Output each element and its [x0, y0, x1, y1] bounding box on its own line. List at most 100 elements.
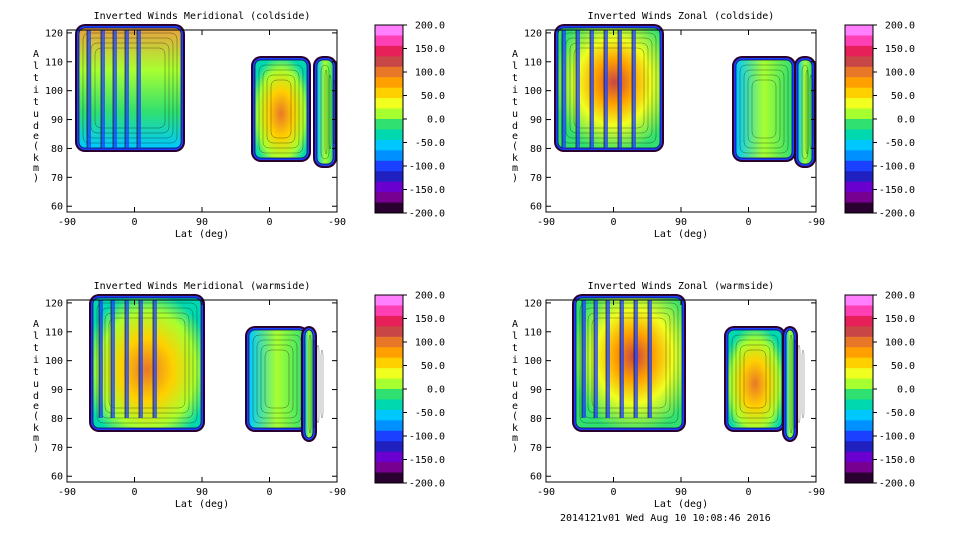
x-tick-label: -90: [537, 217, 555, 228]
colorbar-label: -200.0: [409, 209, 445, 220]
contour-line: [735, 339, 775, 419]
panel-title: Inverted Winds Zonal (warmside): [588, 281, 775, 292]
colorbar-segment: [375, 441, 403, 453]
y-tick-label: 100: [524, 86, 542, 97]
y-tick-label: 110: [524, 57, 542, 68]
colorbar-segment: [375, 409, 403, 421]
y-axis-label-letter: t: [33, 367, 39, 378]
y-axis-label-letter: ): [33, 443, 39, 454]
colorbar-label: -200.0: [879, 209, 915, 220]
y-axis-label-letter: u: [33, 379, 39, 390]
contour-stripe: [125, 30, 129, 148]
colorbar-label: -100.0: [879, 432, 915, 443]
y-tick-label: 60: [51, 472, 63, 483]
y-axis-label-letter: u: [512, 109, 518, 120]
x-tick-label: 90: [675, 217, 687, 228]
colorbar-segment: [845, 295, 873, 306]
y-tick-label: 120: [45, 28, 63, 39]
y-axis-label-letter: d: [512, 121, 518, 132]
x-tick-label: 0: [266, 487, 272, 498]
y-tick-label: 90: [530, 385, 542, 396]
contour-line: [104, 312, 190, 414]
colorbar-label: 100.0: [415, 338, 445, 349]
y-tick-label: 120: [524, 28, 542, 39]
contour-line: [258, 64, 304, 154]
y-tick-label: 110: [45, 57, 63, 68]
y-tick-label: 110: [45, 327, 63, 338]
y-tick-label: 110: [524, 327, 542, 338]
contour-region: [254, 59, 308, 159]
colorbar-segment: [845, 305, 873, 317]
colorbar-segment: [375, 77, 403, 89]
colorbar-label: -100.0: [879, 162, 915, 173]
y-axis-label-letter: l: [512, 331, 518, 342]
panel-title: Inverted Winds Meridional (warmside): [94, 281, 311, 292]
colorbar-label: -150.0: [879, 455, 915, 466]
y-axis-label-letter: l: [512, 61, 518, 72]
x-tick-label: -90: [58, 487, 76, 498]
colorbar-segment: [845, 420, 873, 432]
colorbar-label: 150.0: [415, 314, 445, 325]
contour-line: [260, 344, 294, 414]
contour-line: [94, 47, 166, 129]
colorbar: 200.0 150.0 100.0 50.0 0.0 -50.0 -100.0 -150.0 -…: [374, 291, 445, 490]
contour-line: [579, 302, 679, 424]
colorbar-segment: [845, 119, 873, 130]
contour-stripe: [606, 300, 610, 418]
y-axis-label-letter: A: [512, 319, 518, 330]
colorbar: 200.0 150.0 100.0 50.0 0.0 -50.0 -100.0 -150.0 -…: [374, 21, 445, 220]
contour-line: [312, 339, 316, 429]
x-tick-label: 0: [610, 487, 616, 498]
x-tick-label: 0: [610, 217, 616, 228]
y-axis-label-letter: l: [33, 331, 39, 342]
x-axis-label: Lat (deg): [175, 229, 229, 240]
contour-line: [96, 302, 198, 424]
y-axis-label-letter: k: [512, 423, 518, 434]
contour-stripe: [620, 300, 624, 418]
y-tick-label: 60: [51, 202, 63, 213]
x-axis-label: Lat (deg): [175, 499, 229, 510]
contour-stripe: [648, 300, 652, 418]
colorbar-label: 200.0: [885, 291, 915, 302]
colorbar-segment: [375, 139, 403, 151]
y-axis-label-letter: d: [512, 391, 518, 402]
x-tick-label: 0: [131, 487, 137, 498]
y-axis-label-letter: (: [33, 141, 39, 152]
contour-stripe: [634, 300, 638, 418]
y-axis-label-letter: m: [33, 433, 39, 444]
colorbar-label: -150.0: [409, 455, 445, 466]
colorbar-segment: [845, 66, 873, 78]
colorbar-segment: [375, 472, 403, 484]
contour-stripe: [582, 300, 586, 418]
colorbar-segment: [845, 150, 873, 162]
colorbar-label: -50.0: [415, 408, 445, 419]
contour-line: [797, 344, 801, 424]
colorbar-segment: [375, 295, 403, 306]
colorbar-segment: [845, 451, 873, 463]
y-axis-label-letter: e: [33, 131, 39, 142]
contour-field: [75, 24, 337, 168]
colorbar-segment: [845, 462, 873, 474]
x-tick-label: 90: [196, 487, 208, 498]
panel-2: Inverted Winds Zonal (coldside) -90 0 90 0 -9…: [512, 11, 915, 240]
colorbar-segment: [375, 171, 403, 183]
y-tick-label: 120: [45, 298, 63, 309]
contour-line: [739, 344, 771, 414]
y-tick-label: 80: [530, 144, 542, 155]
y-tick-label: 80: [51, 414, 63, 425]
colorbar-segment: [845, 409, 873, 421]
contour-line: [573, 47, 645, 129]
y-axis-label-letter: t: [512, 97, 518, 108]
colorbar-label: 200.0: [415, 291, 445, 302]
contour-region: [92, 297, 202, 429]
contour-field: [572, 294, 805, 442]
colorbar-label: -100.0: [409, 432, 445, 443]
y-axis-label-letter: A: [512, 49, 518, 60]
colorbar-segment: [845, 129, 873, 141]
colorbar-segment: [375, 399, 403, 411]
contour-line: [591, 317, 667, 409]
colorbar-segment: [375, 129, 403, 141]
contour-stripe: [125, 300, 129, 418]
colorbar-segment: [375, 420, 403, 432]
